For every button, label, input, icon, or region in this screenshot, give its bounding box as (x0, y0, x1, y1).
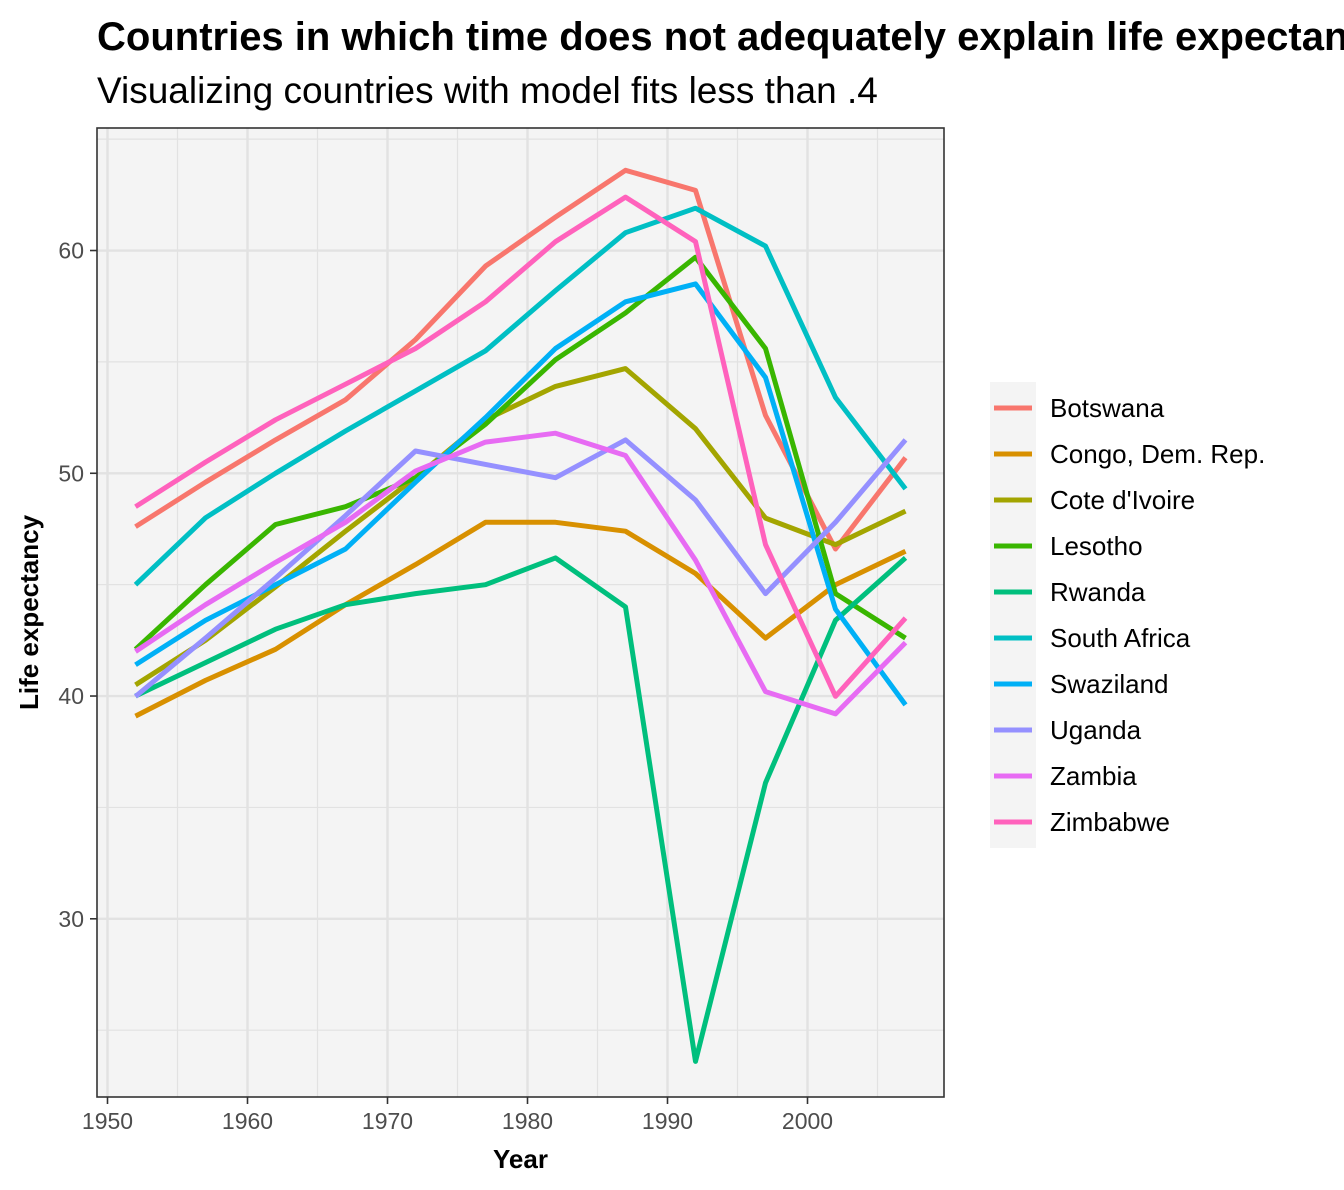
y-tick-label: 30 (58, 906, 84, 932)
y-tick-label: 60 (58, 238, 84, 264)
plot-panel (96, 127, 945, 1098)
legend-label-lesotho: Lesotho (1050, 531, 1143, 561)
legend-label-zambia: Zambia (1050, 761, 1137, 791)
series-line-uganda (133, 437, 908, 699)
chart-subtitle: Visualizing countries with model fits le… (97, 70, 878, 111)
series-line-congo-dem-rep (134, 519, 907, 719)
x-tick-label: 1960 (222, 1108, 273, 1134)
axes: 1950 1960 1970 1980 1990 2000 30 40 50 60 (58, 238, 833, 1134)
x-tick-label: 2000 (782, 1108, 833, 1134)
y-tick-label: 40 (58, 683, 84, 709)
y-axis-title: Life expectancy (14, 514, 44, 710)
series-line-botswana (134, 167, 908, 552)
legend-label-rwanda: Rwanda (1050, 577, 1146, 607)
legend-label-cote-d-ivoire: Cote d'Ivoire (1050, 485, 1195, 515)
legend-label-botswana: Botswana (1050, 393, 1165, 423)
chart-title: Countries in which time does not adequat… (97, 15, 1344, 59)
legend-label-uganda: Uganda (1050, 715, 1142, 745)
y-tick-label: 50 (58, 460, 84, 486)
legend-label-swaziland: Swaziland (1050, 669, 1169, 699)
series-line-lesotho (133, 254, 907, 652)
legend-label-south-africa: South Africa (1050, 623, 1191, 653)
series-line-cote-d-ivoire (134, 366, 907, 688)
legend-label-congo-dem-rep: Congo, Dem. Rep. (1050, 439, 1265, 469)
x-tick-label: 1980 (502, 1108, 553, 1134)
x-tick-label: 1990 (642, 1108, 693, 1134)
legend-label-zimbabwe: Zimbabwe (1050, 807, 1170, 837)
series-line-zimbabwe (134, 194, 908, 699)
legend: Botswana Congo, Dem. Rep. Cote d'Ivoire Les… (990, 382, 1265, 848)
x-tick-label: 1950 (82, 1108, 133, 1134)
series-line-south-africa (133, 205, 908, 587)
series-line-zambia (134, 430, 908, 717)
legend-background (990, 382, 1036, 848)
x-axis-title: Year (493, 1144, 548, 1174)
series-lines (133, 167, 908, 1064)
plot-panel-border (96, 127, 945, 1098)
series-line-rwanda (134, 555, 908, 1064)
x-tick-label: 1970 (362, 1108, 413, 1134)
